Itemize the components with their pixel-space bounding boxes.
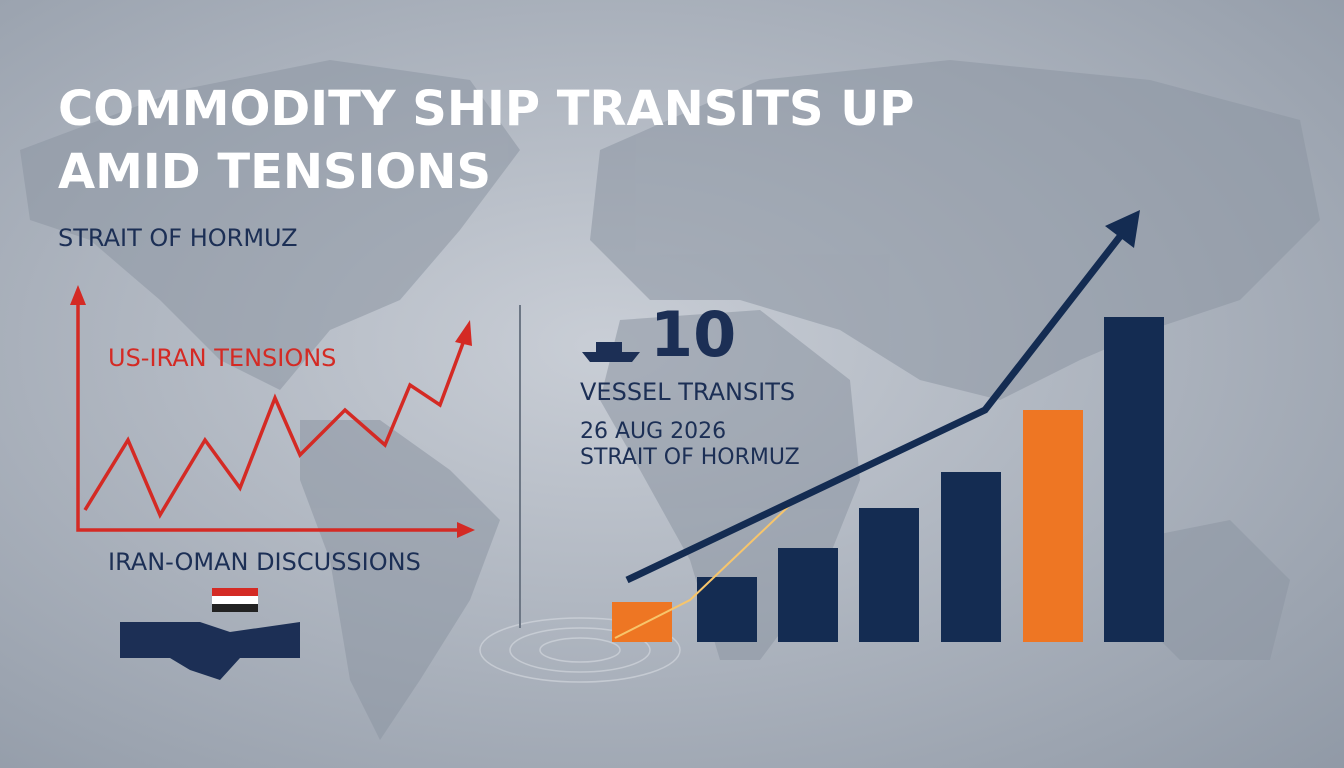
ripples [479, 617, 681, 683]
tension-label: US-IRAN TENSIONS [108, 344, 336, 372]
stat-number: 10 [650, 298, 736, 371]
arrowheads [70, 285, 475, 538]
title-line: AMID TENSIONS [58, 144, 491, 200]
bars [612, 317, 1164, 642]
world-map [20, 60, 1320, 740]
trend-arrow [625, 227, 1128, 584]
stat-location: STRAIT OF HORMUZ [580, 445, 800, 470]
title-line: COMMODITY SHIP TRANSITS UP [58, 81, 914, 137]
handshake-icon [120, 622, 300, 680]
stat-label: VESSEL TRANSITS [580, 378, 795, 406]
trend-arrowhead [1105, 210, 1140, 248]
route-line [614, 504, 791, 639]
flag [212, 588, 258, 612]
subtitle: STRAIT OF HORMUZ [58, 224, 298, 252]
discussion-label: IRAN-OMAN DISCUSSIONS [108, 548, 421, 576]
stat-date: 26 AUG 2026 [580, 419, 726, 444]
ship-icon [582, 342, 640, 362]
tension-chart [76, 290, 468, 532]
